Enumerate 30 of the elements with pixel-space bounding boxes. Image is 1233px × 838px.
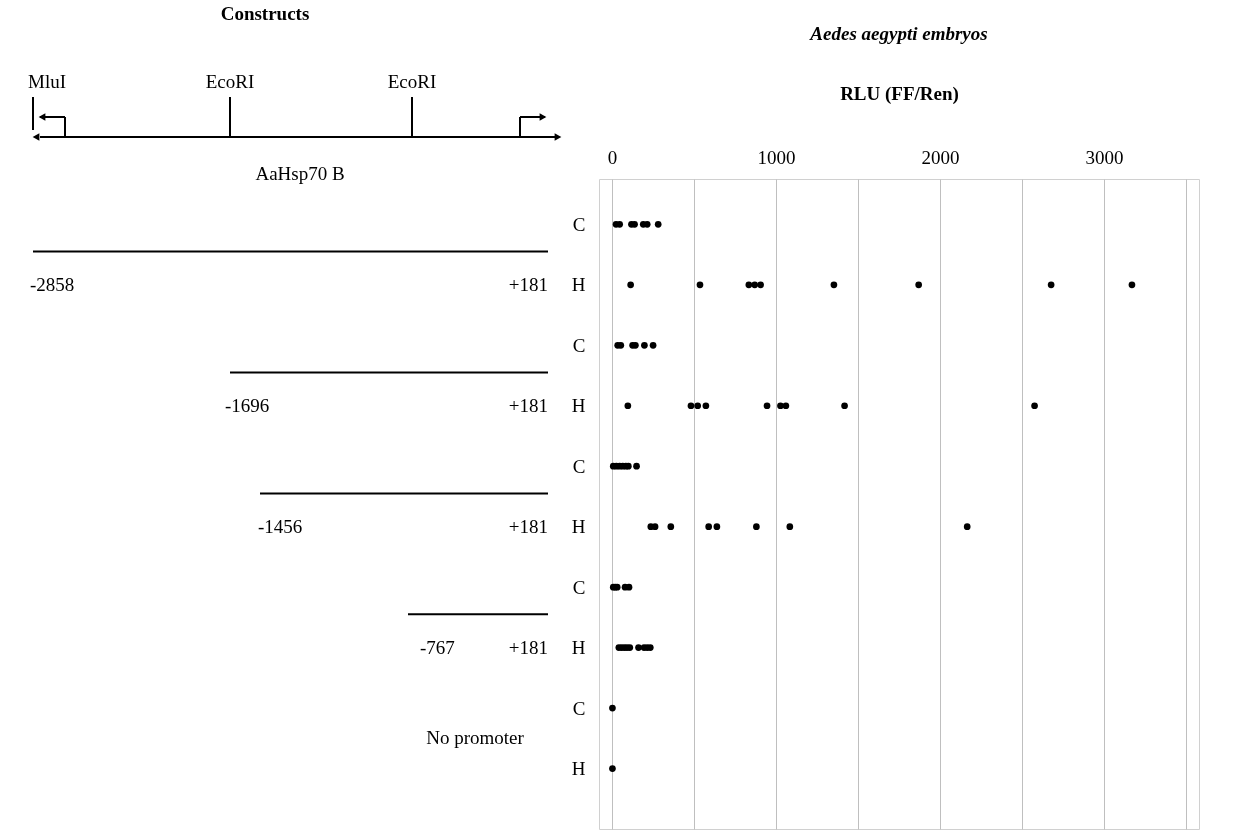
text: +181 bbox=[508, 394, 548, 416]
x-axis-title: RLU (FF/Ren) bbox=[840, 82, 959, 105]
y-tick-label: C bbox=[572, 576, 586, 598]
y-tick-label: C bbox=[572, 455, 586, 477]
x-tick-label: 1000 bbox=[757, 146, 796, 168]
text: -2858 bbox=[30, 273, 75, 295]
y-tick-label: H bbox=[571, 758, 586, 780]
text: MluI bbox=[28, 71, 66, 92]
text: +181 bbox=[508, 515, 548, 537]
text: -767 bbox=[420, 636, 455, 658]
y-tick-label: C bbox=[572, 334, 586, 356]
text: -1456 bbox=[258, 515, 303, 537]
text: +181 bbox=[508, 273, 548, 295]
y-tick-label: C bbox=[572, 697, 586, 719]
text: EcoRI bbox=[387, 71, 437, 92]
text: -1696 bbox=[225, 394, 270, 416]
x-tick-label: 3000 bbox=[1085, 146, 1124, 168]
x-tick-label: 0 bbox=[607, 146, 618, 168]
y-tick-label: H bbox=[571, 516, 586, 538]
text: EcoRI bbox=[205, 71, 255, 92]
x-tick-label: 2000 bbox=[921, 146, 960, 168]
y-tick-label: H bbox=[571, 637, 586, 659]
text: +181 bbox=[508, 636, 548, 658]
y-tick-label: H bbox=[571, 395, 586, 417]
y-tick-label: C bbox=[572, 213, 586, 235]
chart-title: Aedes aegypti embryos bbox=[809, 23, 988, 44]
y-tick-label: H bbox=[571, 274, 586, 296]
text: AaHsp70 B bbox=[255, 163, 345, 184]
text: Constructs bbox=[220, 3, 310, 24]
text: No promoter bbox=[426, 727, 525, 749]
